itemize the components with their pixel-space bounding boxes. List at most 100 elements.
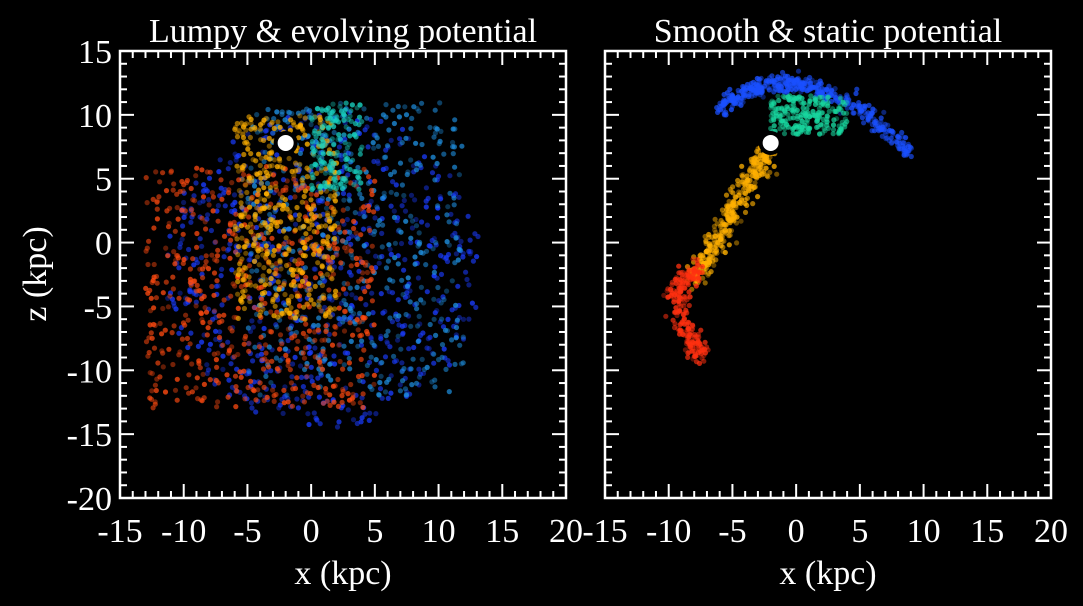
data-point [296, 216, 302, 223]
data-point [261, 265, 267, 271]
data-point [339, 218, 346, 224]
data-point [344, 248, 350, 254]
data-point [343, 100, 349, 106]
data-point [304, 373, 310, 380]
data-point [355, 174, 361, 180]
data-point [750, 201, 756, 207]
data-point [235, 351, 241, 358]
data-point [364, 115, 370, 121]
data-point [432, 130, 438, 136]
data-point [690, 322, 696, 328]
data-point [213, 283, 219, 289]
data-point [668, 289, 674, 295]
data-point [341, 117, 347, 123]
data-point [323, 323, 329, 329]
data-point [830, 106, 836, 112]
data-point [222, 203, 228, 209]
data-point [238, 374, 244, 380]
data-point [312, 354, 318, 360]
data-point [434, 160, 440, 167]
data-point [417, 162, 423, 168]
data-point [379, 253, 385, 260]
data-point [821, 126, 827, 132]
data-point [315, 106, 321, 112]
data-point [403, 311, 409, 318]
data-point [366, 359, 373, 365]
data-point [143, 285, 149, 291]
data-point [739, 163, 745, 169]
data-point [236, 267, 242, 273]
data-point [330, 118, 337, 124]
data-point [187, 289, 193, 295]
data-point [685, 350, 691, 356]
data-point [215, 218, 221, 224]
x-tick-label: -15 [97, 513, 142, 550]
data-point [728, 189, 734, 195]
data-point [354, 284, 360, 290]
data-point [254, 192, 261, 198]
series-bright-inner-arc [308, 100, 365, 193]
data-point [314, 417, 320, 423]
data-point [241, 277, 247, 283]
data-point [211, 351, 217, 357]
data-point [299, 199, 305, 205]
data-point [667, 286, 674, 292]
data-point [286, 110, 292, 116]
data-point [756, 166, 762, 172]
data-point [227, 255, 233, 261]
data-point [388, 189, 394, 195]
data-point [353, 134, 359, 140]
data-point [266, 364, 272, 370]
data-point [147, 322, 153, 328]
data-point [318, 183, 324, 189]
data-point [849, 105, 855, 111]
data-point [361, 315, 367, 321]
data-point [151, 261, 157, 268]
data-point [305, 344, 311, 350]
data-point [322, 223, 329, 229]
data-point [353, 255, 359, 261]
data-point [375, 222, 381, 228]
data-point [157, 374, 163, 380]
data-point [186, 246, 192, 253]
data-point [257, 380, 263, 386]
data-point [236, 128, 242, 134]
data-point [809, 112, 815, 118]
data-point [326, 218, 333, 224]
data-point [243, 182, 249, 188]
data-point [403, 392, 410, 398]
data-point [452, 361, 458, 367]
data-point [326, 309, 332, 315]
data-point [257, 170, 263, 176]
data-point [205, 325, 211, 331]
data-point [419, 141, 425, 148]
data-point [268, 121, 274, 127]
data-point [340, 388, 346, 395]
data-point [280, 228, 287, 234]
data-point [443, 254, 450, 260]
data-point [443, 366, 449, 372]
data-point [300, 393, 306, 399]
data-point [771, 123, 777, 129]
data-point [809, 84, 815, 90]
data-point [234, 163, 240, 169]
data-point [270, 252, 276, 258]
data-point [906, 147, 912, 154]
data-point [221, 297, 227, 303]
data-point [263, 191, 270, 197]
data-point [415, 243, 421, 249]
data-point [242, 122, 248, 128]
progenitor-marker-right [758, 130, 783, 155]
data-point [340, 207, 346, 213]
data-point [250, 324, 256, 330]
data-point [204, 370, 210, 377]
data-point [405, 169, 411, 175]
data-point [416, 230, 422, 236]
data-point [391, 353, 397, 359]
data-point [254, 199, 260, 205]
data-point [311, 266, 317, 272]
data-point [317, 359, 323, 365]
data-point [323, 107, 329, 113]
data-point [341, 297, 347, 304]
data-point [882, 121, 888, 127]
